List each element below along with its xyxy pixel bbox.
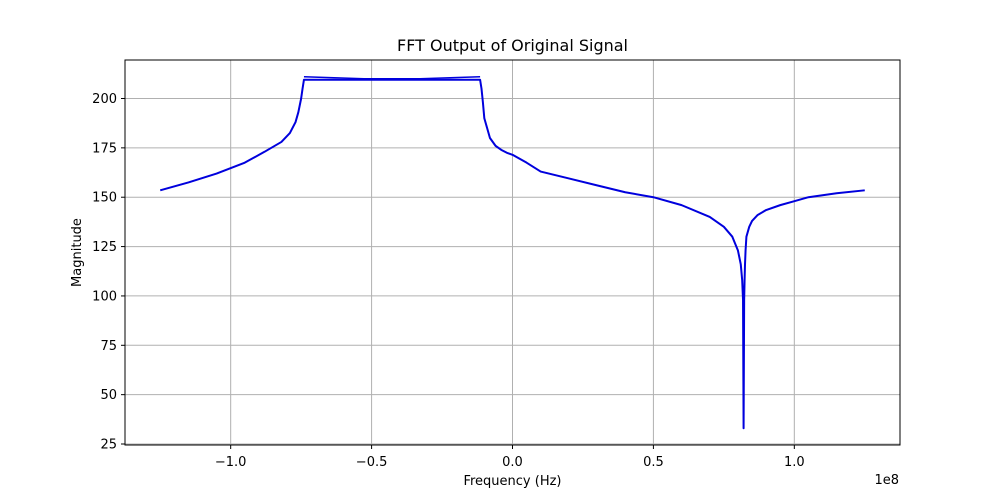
grid-layer (125, 60, 900, 445)
y-tick-label: 200 (92, 92, 117, 107)
y-tick-label: 125 (92, 240, 117, 255)
chart-title: FFT Output of Original Signal (397, 36, 628, 55)
y-tick-label: 150 (92, 191, 117, 206)
series-line (159, 78, 865, 430)
y-tick-label: 50 (100, 388, 117, 403)
series-layer (159, 75, 865, 430)
x-axis-label: Frequency (Hz) (463, 474, 561, 489)
x-tick-label: 1.0 (784, 455, 805, 470)
y-tick-label: 175 (92, 141, 117, 156)
x-tick-label: 0.0 (502, 455, 523, 470)
x-tick-label: −1.0 (215, 455, 247, 470)
y-tick-label: 75 (100, 339, 117, 354)
x-tick-label: 0.5 (643, 455, 664, 470)
y-axis-label: Magnitude (70, 218, 85, 287)
x-tick-label: −0.5 (356, 455, 388, 470)
y-tick-label: 100 (92, 289, 117, 304)
x-axis-offset-label: 1e8 (874, 473, 899, 488)
series-line-ripple (303, 75, 481, 80)
tick-layer: −1.0 −0.5 0.0 0.5 1.0 25 50 75 100 125 150 175 200 (92, 92, 804, 470)
y-tick-label: 25 (100, 438, 117, 453)
